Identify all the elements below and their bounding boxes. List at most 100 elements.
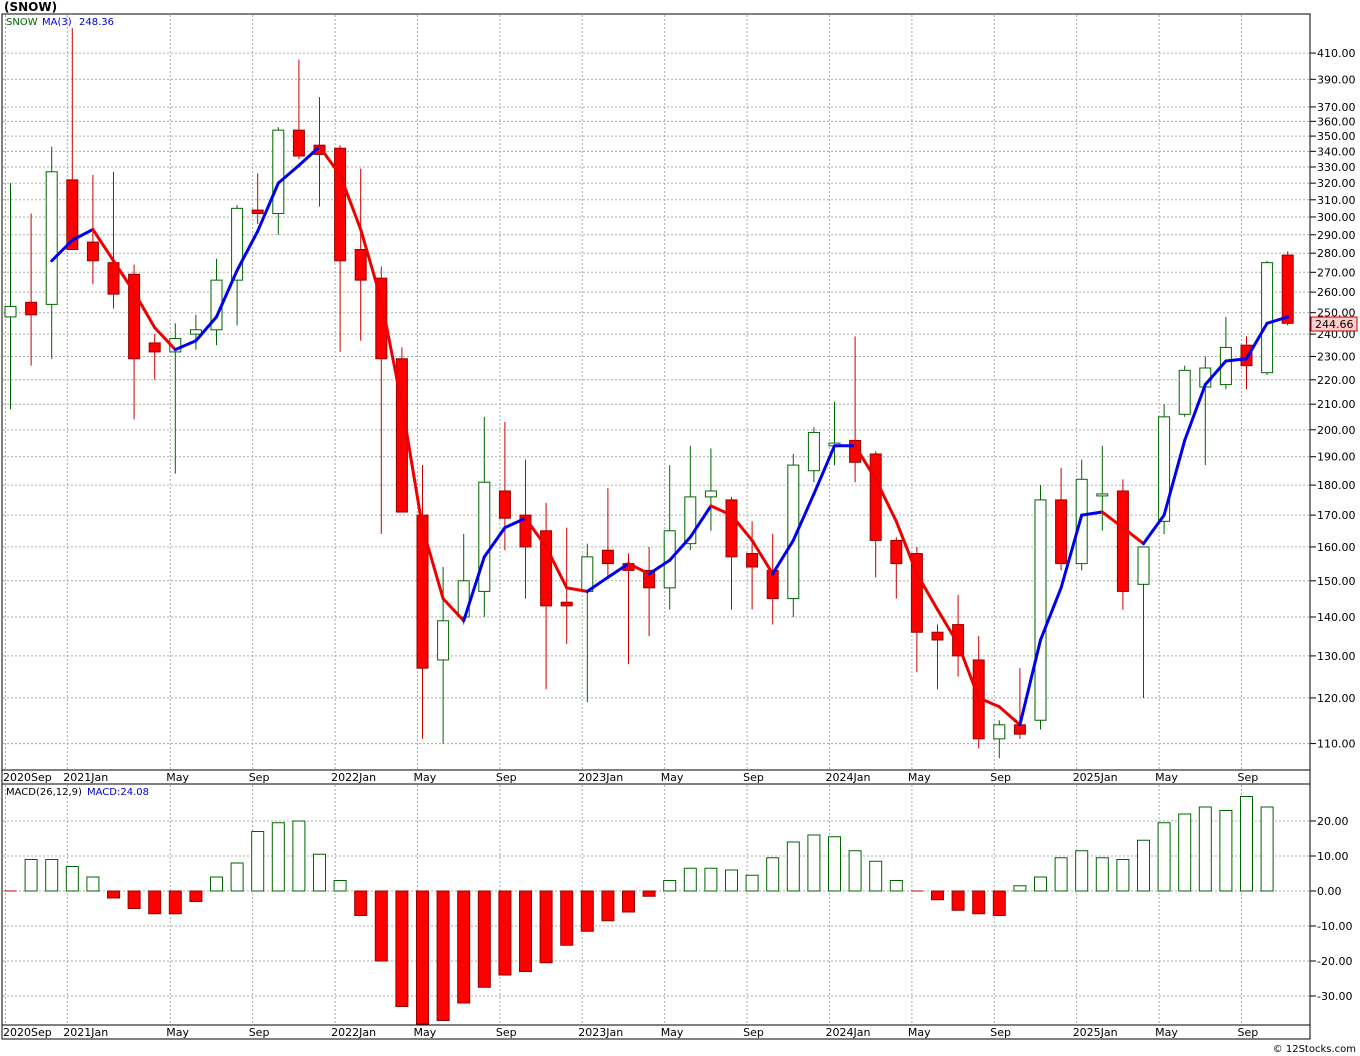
price-y-tick-label: 110.00 xyxy=(1317,738,1356,751)
ma-segment xyxy=(462,555,486,623)
ma-segment xyxy=(153,326,177,352)
macd-bar xyxy=(210,876,223,892)
ma-segment xyxy=(936,608,960,646)
price-x-tick-label: May xyxy=(1155,771,1178,784)
macd-bar xyxy=(189,890,203,902)
candle-body xyxy=(86,241,99,262)
price-y-tick-label: 330.00 xyxy=(1317,161,1356,174)
macd-bar xyxy=(642,890,656,897)
macd-bar xyxy=(374,890,388,962)
candle-body xyxy=(231,207,244,281)
price-y-tick-label: 120.00 xyxy=(1317,692,1356,705)
macd-x-tick-label: Sep xyxy=(743,1026,764,1039)
ma-segment xyxy=(1203,359,1228,387)
macd-bar xyxy=(1054,857,1068,892)
macd-bar xyxy=(807,834,821,892)
macd-bar xyxy=(292,820,306,892)
ma-segment xyxy=(276,163,301,185)
ma-segment xyxy=(318,145,342,177)
macd-bar xyxy=(1219,810,1233,892)
macd-bar xyxy=(436,890,450,1021)
macd-bar xyxy=(704,867,718,892)
price-x-tick-label: 2025Jan xyxy=(1073,771,1118,784)
price-x-tick-label: May xyxy=(414,771,437,784)
macd-bar xyxy=(65,866,79,892)
ma-segment xyxy=(338,173,363,231)
ma-segment xyxy=(565,586,589,593)
macd-bar xyxy=(622,890,635,913)
macd-x-tick-label: Sep xyxy=(990,1026,1011,1039)
macd-bar xyxy=(931,890,944,901)
candle-body xyxy=(993,724,1006,740)
price-x-tick-label: Sep xyxy=(496,771,517,784)
ma-segment xyxy=(1224,357,1248,363)
macd-bar xyxy=(745,874,759,892)
macd-bar xyxy=(271,822,285,892)
macd-bar xyxy=(1137,839,1150,892)
macd-value-label: MACD:24.08 xyxy=(87,787,149,798)
macd-y-tick-label: 0.00 xyxy=(1317,885,1342,898)
macd-x-tick-label: Sep xyxy=(249,1026,270,1039)
macd-panel xyxy=(1,783,1311,1026)
macd-bar xyxy=(416,890,429,1025)
legend-symbol: SNOW xyxy=(6,17,38,28)
price-y-tick-label: 140.00 xyxy=(1317,611,1356,624)
macd-bar xyxy=(230,862,244,892)
ma-segment xyxy=(915,572,939,612)
ma-segment xyxy=(853,444,878,481)
macd-x-tick-label: 2021Jan xyxy=(63,1026,108,1039)
price-x-tick-label: 2024Jan xyxy=(826,771,871,784)
price-x-tick-label: May xyxy=(166,771,189,784)
candle-body xyxy=(375,277,388,360)
last-price-badge: 244.66 xyxy=(1310,316,1358,332)
macd-x-tick-label: 2022Jan xyxy=(331,1026,376,1039)
ma-segment xyxy=(791,492,816,542)
chart-title: (SNOW) xyxy=(4,0,57,14)
macd-bar xyxy=(725,869,738,892)
macd-bar xyxy=(1260,806,1274,892)
macd-bar xyxy=(168,890,182,915)
candle-body xyxy=(45,171,58,305)
candle-body xyxy=(4,305,17,318)
macd-grid xyxy=(3,785,1309,1024)
candle-body xyxy=(1240,344,1253,367)
macd-y-tick-label: 10.00 xyxy=(1317,850,1349,863)
price-y-tick-label: 220.00 xyxy=(1317,374,1356,387)
candle-body xyxy=(128,273,141,360)
ma-segment xyxy=(730,513,754,542)
macd-x-tick-label: 2020Sep xyxy=(3,1026,52,1039)
ma-segment xyxy=(709,504,733,517)
ma-segment xyxy=(524,516,548,549)
candle-body xyxy=(1116,490,1129,592)
price-x-tick-label: Sep xyxy=(1238,771,1259,784)
macd-bar xyxy=(107,890,120,899)
macd-y-tick-label: -20.00 xyxy=(1317,955,1352,968)
price-y-tick-label: 360.00 xyxy=(1317,115,1356,128)
ma-segment xyxy=(627,562,651,576)
legend-ma-value: 248.36 xyxy=(79,17,114,28)
macd-bar xyxy=(766,857,780,892)
macd-bar xyxy=(333,880,347,892)
candle-body xyxy=(746,553,759,568)
ma-segment xyxy=(647,558,672,576)
macd-x-tick-label: May xyxy=(1155,1026,1178,1039)
ma-segment xyxy=(215,268,239,319)
ma-segment xyxy=(997,705,1022,727)
candle-body xyxy=(849,439,862,463)
price-y-tick-label: 280.00 xyxy=(1317,247,1356,260)
candle-body xyxy=(643,569,656,589)
macd-bar xyxy=(24,859,38,892)
candle-body xyxy=(910,553,923,633)
macd-bar xyxy=(848,850,862,892)
ma-segment xyxy=(1245,321,1269,361)
price-y-tick-label: 180.00 xyxy=(1317,479,1356,492)
price-y-tick-label: 170.00 xyxy=(1317,509,1356,522)
price-y-tick-label: 160.00 xyxy=(1317,541,1356,554)
price-x-tick-label: 2022Jan xyxy=(331,771,376,784)
candle-body xyxy=(787,464,800,600)
macd-x-tick-label: May xyxy=(661,1026,684,1039)
ma-segment xyxy=(235,229,260,272)
candle-body xyxy=(931,631,944,641)
ma-segment xyxy=(894,519,919,576)
macd-bar xyxy=(148,890,162,915)
